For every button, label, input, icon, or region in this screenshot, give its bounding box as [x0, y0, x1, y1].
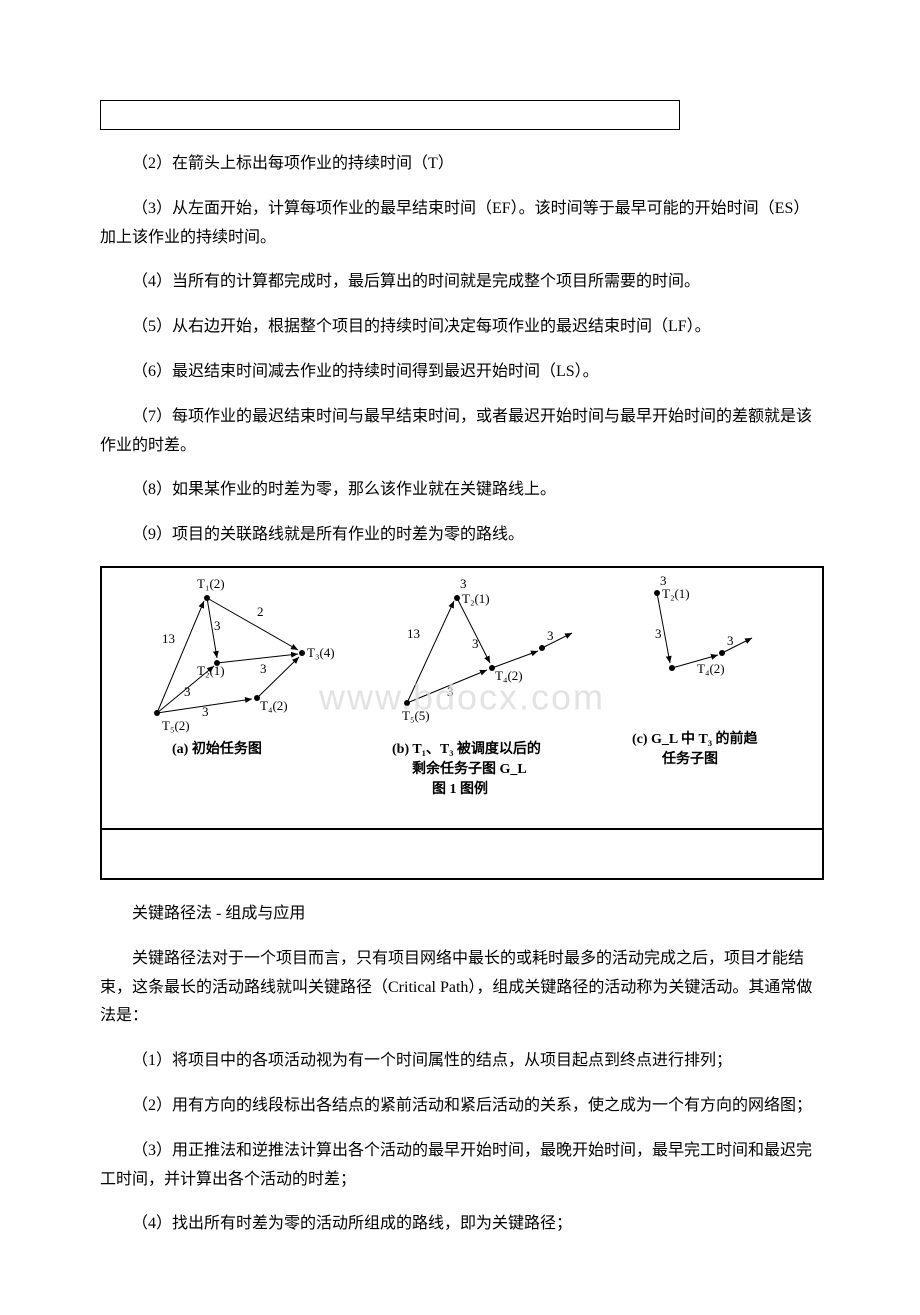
edge-b-3-3: 3 — [447, 684, 454, 699]
edge-a-3-1: 3 — [214, 618, 221, 633]
paragraph-9: （9）项目的关联路线就是所有作业的时差为零的路线。 — [100, 521, 820, 550]
label-c-T2: T₂(1) — [662, 586, 690, 601]
paragraph-ca1: （1）将项目中的各项活动视为有一个时间属性的结点，从项目起点到终点进行排列； — [100, 1047, 820, 1076]
diagram-svg: T₁(2) T₂(1) T₃(4) T₄(2) T₅(2) 13 2 3 3 3… — [102, 568, 822, 828]
label-a-T1: T₁(2) — [197, 576, 225, 591]
edge-b-3-1: 3 — [460, 576, 467, 591]
edge-a-3-3: 3 — [202, 704, 209, 719]
figure-table: www.bdocx.com — [100, 566, 824, 880]
label-a-T3: T₃(4) — [307, 645, 335, 660]
figure-empty-row — [101, 829, 823, 879]
label-b-T2: T₂(1) — [462, 591, 490, 606]
subfigure-b: T₂(1) T₄(2) T₅(5) 13 3 3 3 3 (b) T₁、T₃ 被… — [392, 576, 572, 777]
edge-c-3-1: 3 — [660, 573, 667, 588]
caption-b-l1: (b) T₁、T₃ 被调度以后的 — [392, 740, 541, 757]
caption-b-l2: 剩余任务子图 G_L — [412, 760, 527, 777]
paragraph-7: （7）每项作业的最迟结束时间与最早结束时间，或者最迟开始时间与最早开始时间的差额… — [100, 403, 820, 461]
label-a-T5: T₅(2) — [162, 718, 190, 733]
label-b-T4: T₄(2) — [495, 668, 523, 683]
figure-cell: www.bdocx.com — [102, 568, 822, 828]
figure-main-caption: 图 1 图例 — [432, 780, 488, 797]
paragraph-2: （2）在箭头上标出每项作业的持续时间（T） — [100, 150, 820, 179]
caption-a: (a) 初始任务图 — [172, 740, 262, 757]
edge-c-3-2: 3 — [655, 626, 662, 641]
section-heading-2: 关键路径法 - 组成与应用 — [100, 900, 820, 929]
subfigure-a: T₁(2) T₂(1) T₃(4) T₄(2) T₅(2) 13 2 3 3 3… — [154, 576, 335, 757]
caption-c-l1: (c) G_L 中 T₃ 的前趋 — [632, 730, 759, 747]
edge-a-2: 2 — [257, 604, 264, 619]
edge-c-3-3: 3 — [727, 633, 734, 648]
label-c-T4: T₄(2) — [697, 661, 725, 676]
paragraph-6: （6）最迟结束时间减去作业的持续时间得到最迟开始时间（LS）。 — [100, 358, 820, 387]
edge-b-3-4: 3 — [547, 628, 554, 643]
paragraph-ca3: （3）用正推法和逆推法计算出各个活动的最早开始时间，最晚开始时间，最早完工时间和… — [100, 1137, 820, 1195]
empty-header-box — [100, 100, 680, 130]
edge-b-3-2: 3 — [472, 636, 479, 651]
label-b-T5: T₅(5) — [402, 708, 430, 723]
paragraph-a: 关键路径法对于一个项目而言，只有项目网络中最长的或耗时最多的活动完成之后，项目才… — [100, 945, 820, 1031]
paragraph-4: （4）当所有的计算都完成时，最后算出的时间就是完成整个项目所需要的时间。 — [100, 268, 820, 297]
paragraph-8: （8）如果某作业的时差为零，那么该作业就在关键路线上。 — [100, 476, 820, 505]
paragraph-3: （3）从左面开始，计算每项作业的最早结束时间（EF）。该时间等于最早可能的开始时… — [100, 195, 820, 253]
edge-b-13: 13 — [407, 626, 420, 641]
edge-a-3-4: 3 — [260, 661, 267, 676]
label-a-T2: T₂(1) — [197, 663, 225, 678]
caption-c-l2: 任务子图 — [661, 750, 718, 767]
label-a-T4: T₄(2) — [260, 698, 288, 713]
edge-a-3-2: 3 — [184, 684, 191, 699]
paragraph-5: （5）从右边开始，根据整个项目的持续时间决定每项作业的最迟结束时间（LF）。 — [100, 313, 820, 342]
subfigure-c: T₂(1) T₄(2) 3 3 3 (c) G_L 中 T₃ 的前趋 任务子图 — [632, 573, 759, 767]
paragraph-ca4: （4）找出所有时差为零的活动所组成的路线，即为关键路径； — [100, 1210, 820, 1239]
edge-a-13: 13 — [162, 631, 175, 646]
paragraph-ca2: （2）用有方向的线段标出各结点的紧前活动和紧后活动的关系，使之成为一个有方向的网… — [100, 1092, 820, 1121]
